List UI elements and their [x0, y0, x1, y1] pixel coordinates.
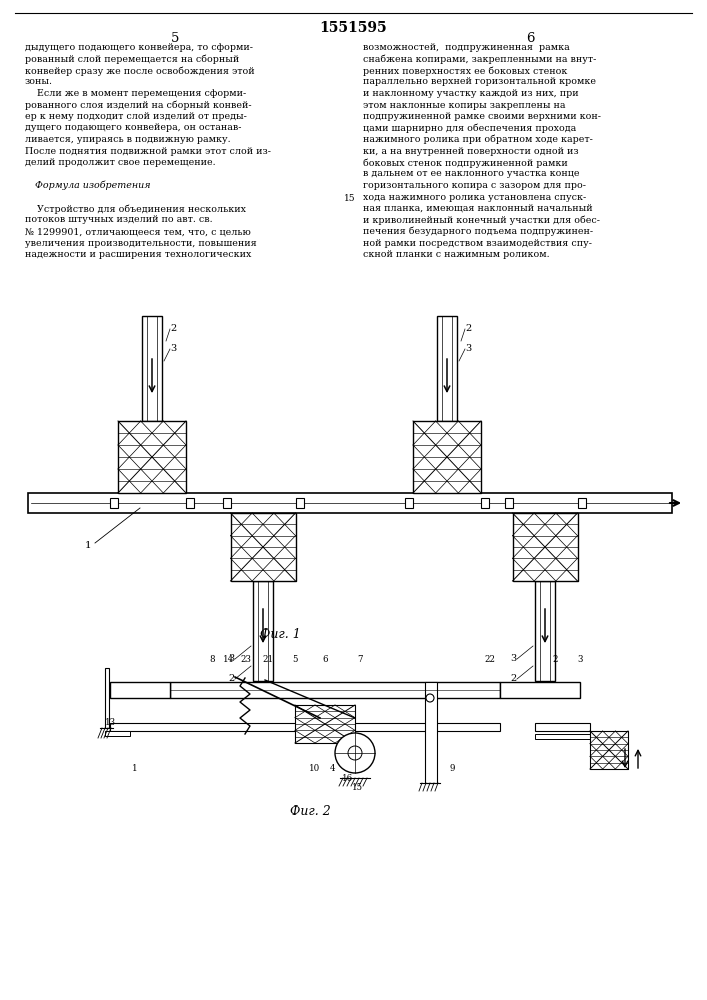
Text: ная планка, имеющая наклонный начальный: ная планка, имеющая наклонный начальный: [363, 204, 592, 213]
Text: 2: 2: [552, 655, 558, 664]
Bar: [142, 316, 162, 421]
Text: подпружиненной рамке своими верхними кон-: подпружиненной рамке своими верхними кон…: [363, 112, 601, 121]
Text: Формула изобретения: Формула изобретения: [35, 181, 151, 190]
Bar: [413, 421, 481, 493]
Text: 2: 2: [510, 674, 516, 683]
Bar: [505, 498, 513, 508]
Text: 3: 3: [578, 655, 583, 664]
Text: ренних поверхностях ее боковых стенок: ренних поверхностях ее боковых стенок: [363, 66, 568, 76]
Text: 2: 2: [170, 324, 176, 333]
Text: 10: 10: [310, 764, 321, 773]
Bar: [513, 513, 578, 581]
Bar: [437, 316, 457, 421]
Bar: [170, 682, 500, 698]
Text: 1551595: 1551595: [319, 21, 387, 35]
Text: и криволинейный конечный участки для обес-: и криволинейный конечный участки для обе…: [363, 216, 600, 225]
Text: 3: 3: [170, 344, 176, 353]
Circle shape: [335, 733, 375, 773]
Text: конвейер сразу же после освобождения этой: конвейер сразу же после освобождения это…: [25, 66, 255, 76]
Text: 16: 16: [341, 774, 353, 783]
Text: 3: 3: [510, 654, 516, 663]
Text: Устройство для объединения нескольких: Устройство для объединения нескольких: [25, 204, 246, 214]
Bar: [535, 734, 590, 739]
Text: снабжена копирами, закрепленными на внут-: снабжена копирами, закрепленными на внут…: [363, 54, 597, 64]
Text: После поднятия подвижной рамки этот слой из-: После поднятия подвижной рамки этот слой…: [25, 146, 271, 155]
Text: увеличения производительности, повышения: увеличения производительности, повышения: [25, 238, 257, 247]
Bar: [405, 498, 413, 508]
Bar: [28, 493, 672, 513]
Text: возможностей,  подпружиненная  рамка: возможностей, подпружиненная рамка: [363, 43, 570, 52]
Text: 7: 7: [357, 655, 363, 664]
Text: ки, а на внутренней поверхности одной из: ки, а на внутренней поверхности одной из: [363, 146, 578, 155]
Text: рованного слоя изделий на сборный конвей-: рованного слоя изделий на сборный конвей…: [25, 101, 252, 110]
Text: печения безударного подъема подпружинен-: печения безударного подъема подпружинен-: [363, 227, 593, 236]
Text: 15: 15: [344, 194, 356, 203]
Bar: [590, 731, 628, 769]
Bar: [535, 581, 555, 681]
Text: 2: 2: [228, 674, 234, 683]
Text: 21: 21: [262, 655, 274, 664]
Text: боковых стенок подпружиненной рамки: боковых стенок подпружиненной рамки: [363, 158, 568, 167]
Text: 6: 6: [526, 32, 534, 45]
Bar: [230, 513, 296, 581]
Text: ливается, упираясь в подвижную рамку.: ливается, упираясь в подвижную рамку.: [25, 135, 230, 144]
Text: 5: 5: [171, 32, 179, 45]
Text: 23: 23: [240, 655, 252, 664]
Bar: [425, 682, 437, 783]
Bar: [578, 498, 585, 508]
Text: этом наклонные копиры закреплены на: этом наклонные копиры закреплены на: [363, 101, 566, 109]
Text: параллельно верхней горизонтальной кромке: параллельно верхней горизонтальной кромк…: [363, 78, 596, 87]
Text: хода нажимного ролика установлена спуск-: хода нажимного ролика установлена спуск-: [363, 192, 586, 202]
Text: 9: 9: [449, 764, 455, 773]
Bar: [296, 498, 303, 508]
Text: в дальнем от ее наклонного участка конце: в дальнем от ее наклонного участка конце: [363, 169, 580, 178]
Text: 5: 5: [292, 655, 298, 664]
Text: 3: 3: [228, 654, 234, 663]
Text: 15: 15: [351, 783, 363, 792]
Circle shape: [426, 694, 434, 702]
Bar: [186, 498, 194, 508]
Text: 2: 2: [465, 324, 472, 333]
Bar: [253, 581, 273, 681]
Bar: [500, 682, 580, 698]
Text: 14: 14: [223, 655, 233, 664]
Text: и наклонному участку каждой из них, при: и наклонному участку каждой из них, при: [363, 89, 578, 98]
Bar: [105, 668, 109, 728]
Text: 4: 4: [330, 764, 336, 773]
Bar: [223, 498, 230, 508]
Text: 1: 1: [132, 764, 138, 773]
Text: 1: 1: [85, 540, 91, 550]
Text: ер к нему подходит слой изделий от преды-: ер к нему подходит слой изделий от преды…: [25, 112, 247, 121]
Text: цами шарнирно для обеспечения прохода: цами шарнирно для обеспечения прохода: [363, 123, 576, 133]
Text: 22: 22: [484, 655, 496, 664]
Text: рованный слой перемещается на сборный: рованный слой перемещается на сборный: [25, 54, 239, 64]
Text: № 1299901, отличающееся тем, что, с целью: № 1299901, отличающееся тем, что, с цель…: [25, 227, 251, 236]
Text: 3: 3: [465, 344, 472, 353]
Text: 6: 6: [322, 655, 328, 664]
Text: дыдущего подающего конвейера, то сформи-: дыдущего подающего конвейера, то сформи-: [25, 43, 253, 52]
Text: Фиг. 2: Фиг. 2: [290, 805, 330, 818]
Text: скной планки с нажимным роликом.: скной планки с нажимным роликом.: [363, 250, 549, 259]
Text: нажимного ролика при обратном ходе карет-: нажимного ролика при обратном ходе карет…: [363, 135, 593, 144]
Text: Если же в момент перемещения сформи-: Если же в момент перемещения сформи-: [25, 89, 246, 98]
Text: дущего подающего конвейера, он останав-: дущего подающего конвейера, он останав-: [25, 123, 242, 132]
Circle shape: [348, 746, 362, 760]
Text: 8: 8: [209, 655, 215, 664]
Bar: [481, 498, 489, 508]
Text: ной рамки посредством взаимодействия спу-: ной рамки посредством взаимодействия спу…: [363, 238, 592, 247]
Text: Фиг. 1: Фиг. 1: [259, 628, 300, 641]
Text: делий продолжит свое перемещение.: делий продолжит свое перемещение.: [25, 158, 216, 167]
Text: потоков штучных изделий по авт. св.: потоков штучных изделий по авт. св.: [25, 216, 213, 225]
Text: горизонтального копира с зазором для про-: горизонтального копира с зазором для про…: [363, 181, 586, 190]
Bar: [295, 705, 355, 743]
Text: надежности и расширения технологических: надежности и расширения технологических: [25, 250, 252, 259]
Bar: [105, 731, 130, 736]
Text: 13: 13: [105, 718, 115, 727]
Bar: [110, 682, 170, 698]
Bar: [535, 723, 590, 731]
Bar: [118, 421, 186, 493]
Bar: [110, 498, 118, 508]
Bar: [110, 723, 500, 731]
Text: зоны.: зоны.: [25, 78, 53, 87]
